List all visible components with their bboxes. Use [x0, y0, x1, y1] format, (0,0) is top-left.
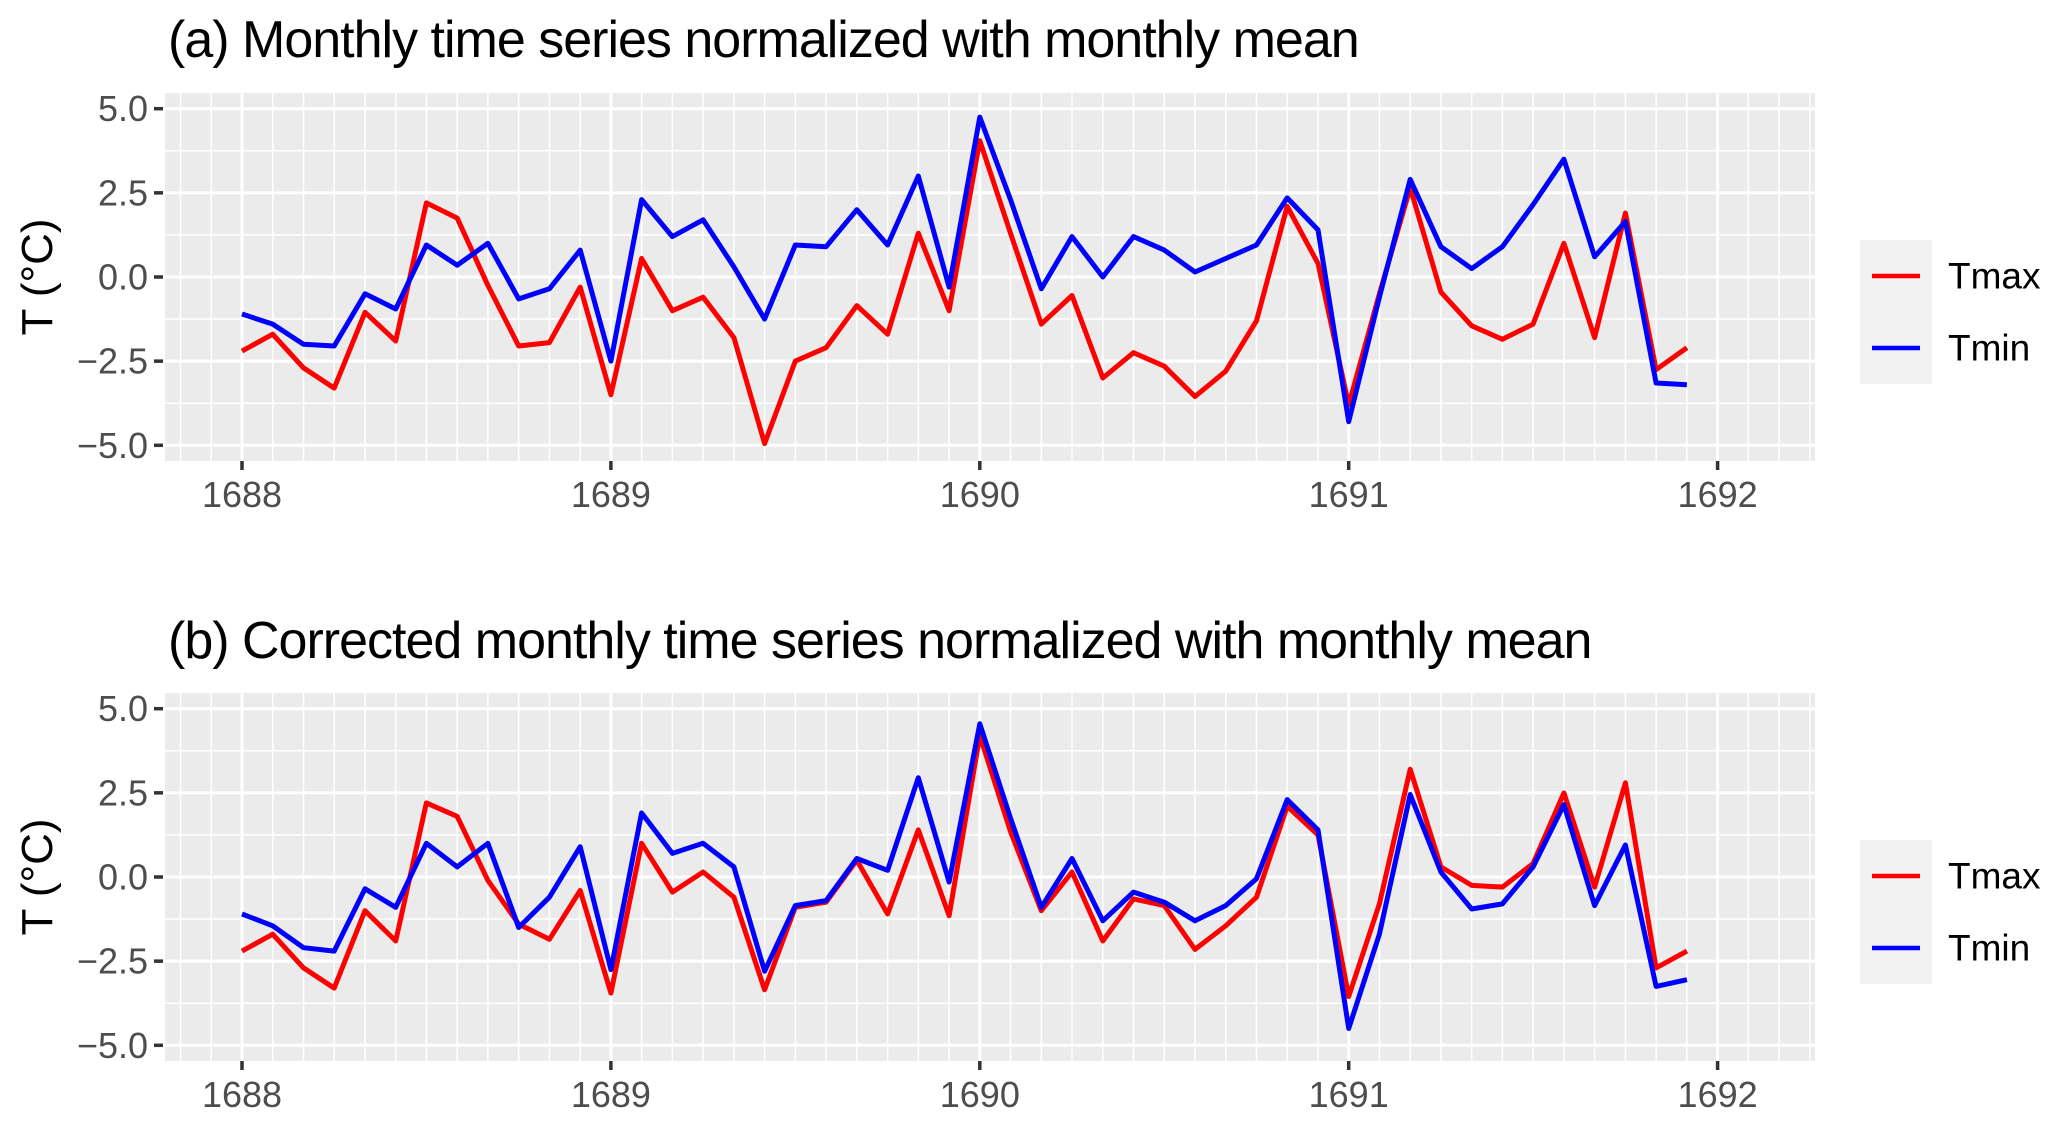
legend-label-tmax: Tmax [1948, 856, 2041, 897]
x-tick-label: 1692 [1678, 474, 1758, 515]
panel-a: 1688 1689 1690 1691 1692 5.0 2.5 0.0 −2.5 −5.0 (a)… [13, 11, 2041, 515]
y-tick-label: 2.5 [98, 772, 148, 813]
y-tick-label: −5.0 [77, 425, 148, 466]
legend-key-background [1860, 240, 1932, 384]
y-tick-label: −2.5 [77, 941, 148, 982]
x-tick-label: 1691 [1309, 1074, 1389, 1115]
legend-label-tmin: Tmin [1948, 328, 2030, 369]
y-tick-label: 0.0 [98, 257, 148, 298]
gridlines [165, 693, 1815, 1061]
axis-ticks [154, 706, 1720, 1070]
series-line-tmin [241, 721, 1688, 1031]
legend-label-tmin: Tmin [1948, 928, 2030, 969]
y-axis-title: T (°C) [13, 819, 62, 936]
y-axis-title: T (°C) [13, 219, 62, 336]
panel-title-a: (a) Monthly time series normalized with … [168, 11, 1359, 69]
y-tick-label: 5.0 [98, 688, 148, 729]
panel-title-b: (b) Corrected monthly time series normal… [168, 612, 1591, 670]
x-tick-label: 1692 [1678, 1074, 1758, 1115]
x-tick-label: 1691 [1309, 474, 1389, 515]
legend-key-background [1860, 840, 1932, 984]
x-tick-label: 1690 [940, 1074, 1020, 1115]
x-tick-label: 1688 [202, 474, 282, 515]
y-tick-label: −5.0 [77, 1025, 148, 1066]
panel-b: 1688 1689 1690 1691 1692 5.0 2.5 0.0 −2.5 −5.0 (b)… [13, 612, 2041, 1115]
y-tick-label: 2.5 [98, 172, 148, 213]
y-tick-label: 5.0 [98, 88, 148, 129]
x-tick-label: 1690 [940, 474, 1020, 515]
series-line-tmax [240, 733, 1689, 999]
x-tick-label: 1689 [571, 1074, 651, 1115]
axis-ticks [154, 106, 1720, 470]
y-tick-label: −2.5 [77, 341, 148, 382]
x-tick-label: 1689 [571, 474, 651, 515]
y-tick-label: 0.0 [98, 857, 148, 898]
legend-label-tmax: Tmax [1948, 256, 2041, 297]
series-line-tmax [240, 138, 1689, 447]
x-tick-label: 1688 [202, 1074, 282, 1115]
legend: Tmax Tmin [1860, 240, 2041, 384]
series-line-tmin [241, 114, 1688, 425]
gridlines [165, 93, 1815, 461]
legend: Tmax Tmin [1860, 840, 2041, 984]
